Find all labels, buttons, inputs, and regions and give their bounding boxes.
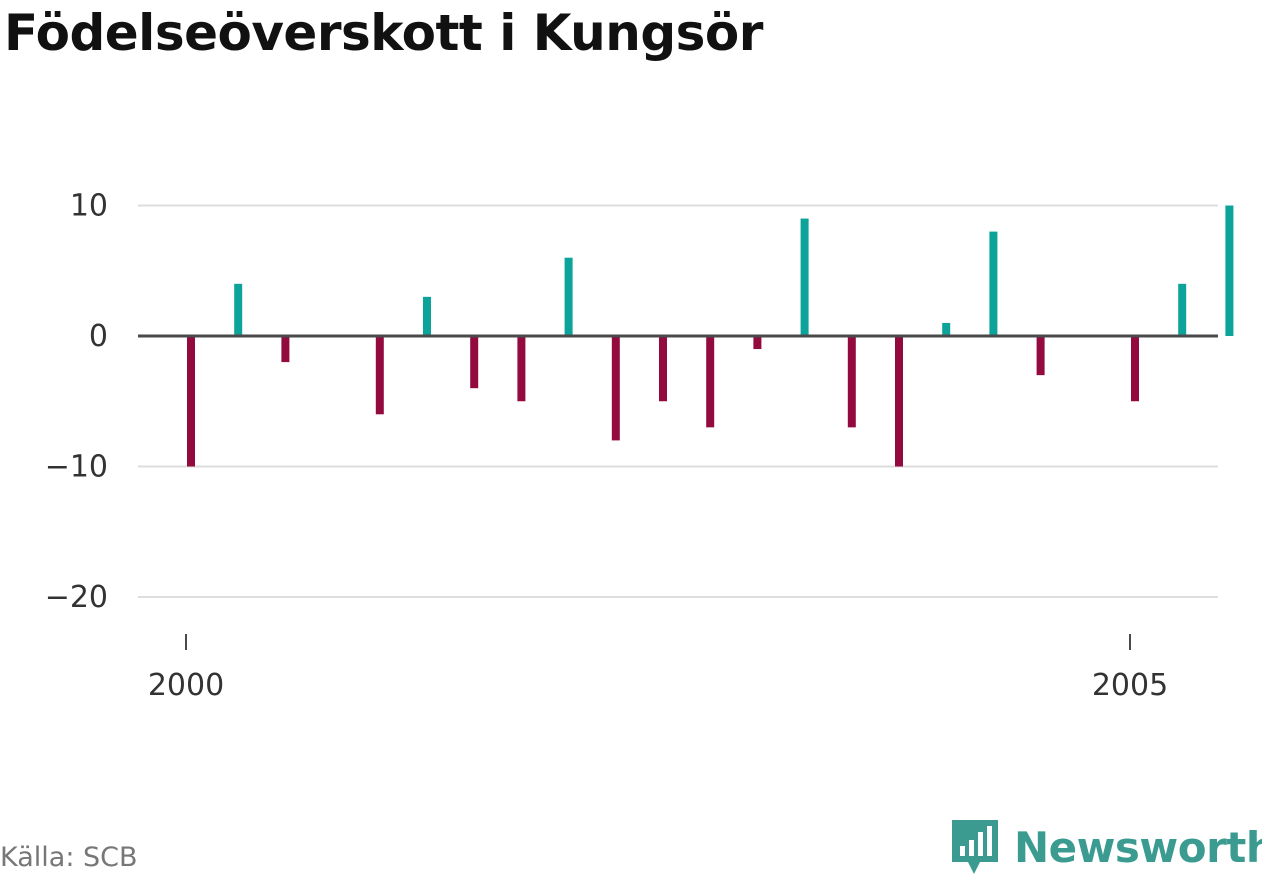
- bar: [1225, 205, 1234, 336]
- y-tick-label: −20: [45, 580, 108, 615]
- y-tick-label: 10: [70, 189, 108, 224]
- y-tick-label: −10: [45, 450, 108, 485]
- bar: [753, 336, 762, 350]
- bar: [517, 336, 526, 402]
- bar: [895, 336, 903, 467]
- bar: [611, 336, 620, 441]
- bar: [989, 231, 998, 336]
- y-axis: 10 0 −10 −20: [45, 189, 108, 616]
- bar-chart: 100−10−20 200020052010201520202025: [45, 189, 1234, 703]
- bar: [375, 336, 384, 415]
- newsworthy-icon: [952, 820, 998, 874]
- bar: [1036, 336, 1045, 376]
- x-tick-label: 2000: [148, 668, 224, 703]
- bar: [706, 336, 715, 428]
- bar: [1131, 336, 1139, 402]
- bar: [1178, 283, 1187, 336]
- bar: [847, 336, 856, 428]
- brand-logo: Newsworthy: [950, 818, 1262, 876]
- x-tick-label: 2005: [1092, 668, 1168, 703]
- bar: [564, 257, 573, 336]
- bar: [659, 336, 667, 402]
- bar: [470, 336, 479, 389]
- x-axis: 200020052010201520202025: [148, 634, 1168, 703]
- chart-title: Födelseöverskott i Kungsör: [4, 4, 763, 62]
- bars: [187, 205, 1234, 467]
- bar: [800, 218, 809, 336]
- bar: [942, 322, 951, 336]
- brand-name: Newsworthy: [1014, 822, 1262, 872]
- bar: [423, 296, 431, 336]
- bar: [187, 336, 195, 467]
- bar: [234, 283, 243, 336]
- gridlines: [138, 204, 1218, 598]
- bar: [281, 336, 290, 363]
- y-tick-label: 0: [89, 319, 108, 354]
- source-label: Källa: SCB: [0, 842, 138, 873]
